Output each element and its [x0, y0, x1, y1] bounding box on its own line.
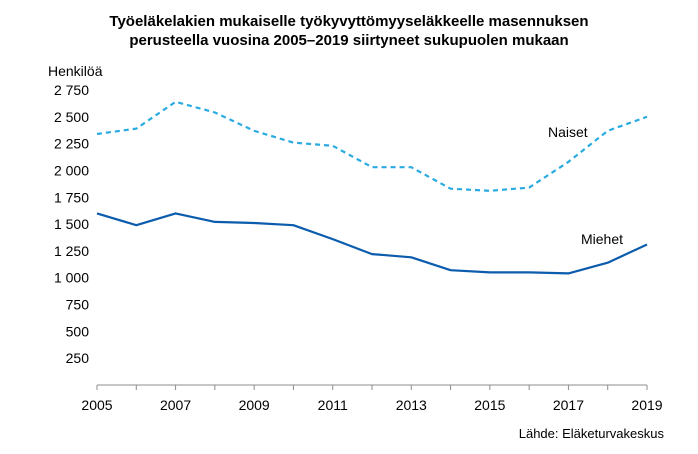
x-axis: 2005 2007 2009 2011 2013 2015 2017 2019	[81, 384, 663, 413]
series-label-naiset: Naiset	[548, 124, 588, 140]
series-line-naiset	[96, 100, 648, 192]
series-lines	[96, 100, 648, 275]
y-tick-label: 250	[66, 350, 90, 366]
x-tick-label: 2009	[239, 397, 270, 413]
series-label-miehet: Miehet	[581, 231, 623, 247]
y-tick-label: 1 750	[54, 189, 89, 205]
y-tick-label: 500	[66, 323, 90, 339]
series-line-miehet	[96, 212, 648, 275]
x-tick-label: 2015	[474, 397, 505, 413]
y-tick-label: 750	[66, 297, 90, 313]
y-tick-label: 1 250	[54, 243, 89, 259]
y-tick-label: 1 500	[54, 216, 89, 232]
chart-title-line-2: perusteella vuosina 2005–2019 siirtyneet…	[129, 32, 569, 49]
y-axis-label: Henkilöä	[48, 63, 103, 79]
x-tick-label: 2005	[81, 397, 112, 413]
y-tick-label: 2 250	[54, 136, 89, 152]
y-axis-ticks: 250 500 750 1 000 1 250 1 500 1 750 2 000 2 250 2…	[54, 82, 89, 366]
y-tick-label: 2 500	[54, 109, 89, 125]
y-tick-label: 2 000	[54, 162, 89, 178]
y-tick-label: 2 750	[54, 82, 89, 98]
x-tick-label: 2017	[553, 397, 584, 413]
chart-title: Työeläkelakien mukaiselle työkyvyttömyys…	[0, 12, 698, 50]
chart-title-line-1: Työeläkelakien mukaiselle työkyvyttömyys…	[109, 13, 589, 30]
y-tick-label: 1 000	[54, 270, 89, 286]
x-tick-label: 2019	[631, 397, 662, 413]
x-tick-label: 2013	[396, 397, 427, 413]
series-labels: Naiset Miehet	[548, 124, 623, 247]
source-note: Lähde: Eläketurvakeskus	[518, 426, 664, 441]
x-tick-label: 2007	[160, 397, 191, 413]
x-tick-label: 2011	[318, 397, 348, 413]
